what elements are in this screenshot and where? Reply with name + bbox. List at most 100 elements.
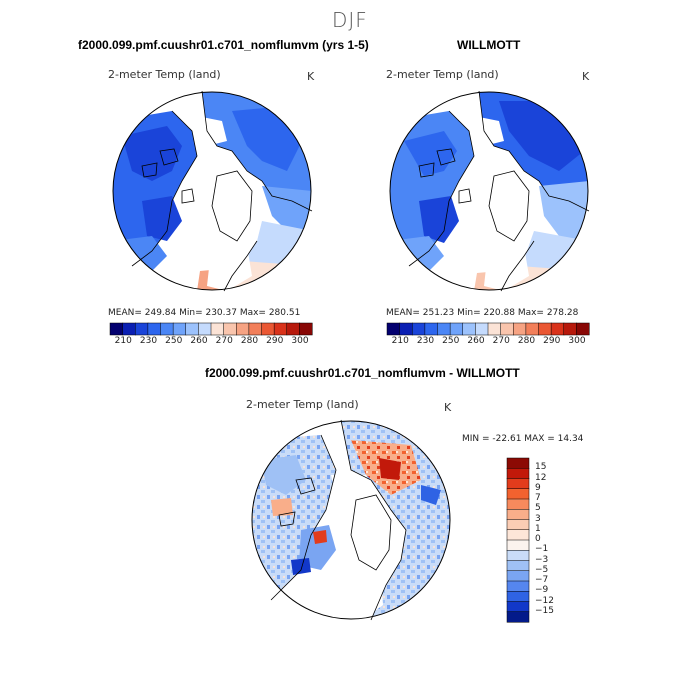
colorbar-tick-label: −12 xyxy=(535,595,554,606)
panel-left-units: K xyxy=(307,70,315,83)
panel-right-subtitle: 2-meter Temp (land) xyxy=(386,68,499,81)
colorbar-swatch xyxy=(437,322,451,336)
colorbar-swatch xyxy=(506,519,530,531)
colorbar-swatch xyxy=(210,322,225,336)
panel-right-header: WILLMOTT xyxy=(457,38,521,52)
page-title: DJF xyxy=(332,8,368,32)
colorbar-swatch xyxy=(506,550,530,562)
colorbar-swatch xyxy=(462,322,476,336)
colorbar-tick-label: −15 xyxy=(535,605,554,616)
colorbar-swatch xyxy=(563,322,577,336)
colorbar-swatch xyxy=(506,580,530,592)
polar-map-difference xyxy=(251,419,451,621)
colorbar-swatch xyxy=(506,601,530,613)
colorbar-swatch xyxy=(525,322,540,336)
colorbar-tick-label: 0 xyxy=(535,534,541,544)
colorbar-tick-label: 9 xyxy=(535,482,541,493)
colorbar-tick-label: 3 xyxy=(535,513,541,524)
colorbar-tick-label: 290 xyxy=(543,336,561,346)
colorbar-swatch xyxy=(160,322,174,336)
colorbar-tick-label: 300 xyxy=(291,336,309,346)
colorbar-tick-label: 270 xyxy=(492,336,510,346)
colorbar-swatch xyxy=(475,322,489,336)
colorbar-swatch xyxy=(500,322,514,336)
colorbar-swatch xyxy=(248,322,263,336)
colorbar-swatch xyxy=(449,322,464,336)
difference-minmax: MIN = -22.61 MAX = 14.34 xyxy=(462,434,584,444)
panel-left-stats: MEAN= 249.84 Min= 230.37 Max= 280.51 xyxy=(108,308,301,318)
panel-left-header: f2000.099.pmf.cuushr01.c701_nomflumvm (y… xyxy=(78,38,369,52)
colorbar-tick-label: 250 xyxy=(165,336,183,346)
colorbar-tick-label: 260 xyxy=(467,336,485,346)
colorbar-tick-label: 230 xyxy=(139,336,158,346)
colorbar-swatch xyxy=(424,322,439,336)
colorbar-tick-label: 280 xyxy=(517,336,536,346)
difference-subtitle: 2-meter Temp (land) xyxy=(246,398,359,411)
colorbar-tick-label: 12 xyxy=(535,472,547,483)
colorbar-swatch xyxy=(538,322,552,336)
colorbar-swatch xyxy=(147,322,162,336)
colorbar-tick-label: 260 xyxy=(190,336,208,346)
colorbar-tick-label: 15 xyxy=(535,462,547,473)
colorbar-tick-label: 1 xyxy=(535,523,541,534)
colorbar-swatch xyxy=(506,611,530,623)
colorbar-observed-ticks: 210 230 250 260 270 280 290 300 xyxy=(387,336,589,348)
colorbar-swatch xyxy=(109,322,124,336)
colorbar-tick-label: −1 xyxy=(535,544,549,555)
colorbar-swatch xyxy=(261,322,275,336)
colorbar-tick-label: 270 xyxy=(215,336,233,346)
colorbar-swatch xyxy=(550,322,565,336)
colorbar-model xyxy=(109,322,313,336)
polar-map-model xyxy=(112,90,313,292)
colorbar-swatch xyxy=(172,322,187,336)
colorbar-swatch xyxy=(506,468,530,480)
colorbar-swatch xyxy=(135,322,149,336)
colorbar-model-ticks: 210 230 250 260 270 280 290 300 xyxy=(110,336,312,348)
colorbar-tick-label: 210 xyxy=(391,336,409,346)
colorbar-swatch xyxy=(513,322,527,336)
colorbar-swatch xyxy=(185,322,199,336)
colorbar-swatch xyxy=(198,322,212,336)
colorbar-swatch xyxy=(506,457,530,469)
colorbar-tick-label: 290 xyxy=(266,336,284,346)
colorbar-tick-label: −9 xyxy=(535,585,549,596)
colorbar-observed xyxy=(386,322,590,336)
colorbar-swatch xyxy=(506,539,530,551)
colorbar-swatch xyxy=(286,322,300,336)
colorbar-swatch xyxy=(223,322,237,336)
colorbar-swatch xyxy=(412,322,426,336)
colorbar-swatch xyxy=(506,529,530,541)
colorbar-swatch xyxy=(236,322,250,336)
colorbar-tick-label: −3 xyxy=(535,554,549,565)
panel-right-stats: MEAN= 251.23 Min= 220.88 Max= 278.28 xyxy=(386,308,579,318)
difference-units: K xyxy=(444,401,452,414)
panel-right-units: K xyxy=(582,70,590,83)
colorbar-tick-label: −5 xyxy=(535,564,549,575)
panel-left-subtitle: 2-meter Temp (land) xyxy=(108,68,221,81)
colorbar-swatch xyxy=(506,560,530,572)
colorbar-swatch xyxy=(506,498,530,510)
colorbar-difference xyxy=(506,457,530,623)
colorbar-swatch xyxy=(487,322,502,336)
polar-map-observed xyxy=(389,90,590,292)
colorbar-swatch xyxy=(506,478,530,490)
colorbar-tick-label: 7 xyxy=(535,493,541,503)
colorbar-swatch xyxy=(386,322,401,336)
colorbar-difference-ticks: 15 12 9 7 5 3 1 0 −1 −3 −5 −7 −9 −12 −15 xyxy=(535,458,575,622)
colorbar-swatch xyxy=(506,509,530,521)
colorbar-swatch xyxy=(299,322,313,336)
colorbar-tick-label: 5 xyxy=(535,503,541,514)
colorbar-tick-label: 230 xyxy=(416,336,435,346)
colorbar-swatch xyxy=(506,591,530,603)
difference-header: f2000.099.pmf.cuushr01.c701_nomflumvm - … xyxy=(205,366,520,380)
colorbar-swatch xyxy=(506,488,530,500)
colorbar-tick-label: −7 xyxy=(535,575,549,585)
colorbar-swatch xyxy=(399,322,413,336)
colorbar-tick-label: 300 xyxy=(568,336,586,346)
colorbar-swatch xyxy=(122,322,136,336)
colorbar-swatch xyxy=(273,322,288,336)
colorbar-tick-label: 210 xyxy=(114,336,132,346)
colorbar-tick-label: 280 xyxy=(240,336,259,346)
colorbar-tick-label: 250 xyxy=(442,336,460,346)
colorbar-swatch xyxy=(506,570,530,582)
